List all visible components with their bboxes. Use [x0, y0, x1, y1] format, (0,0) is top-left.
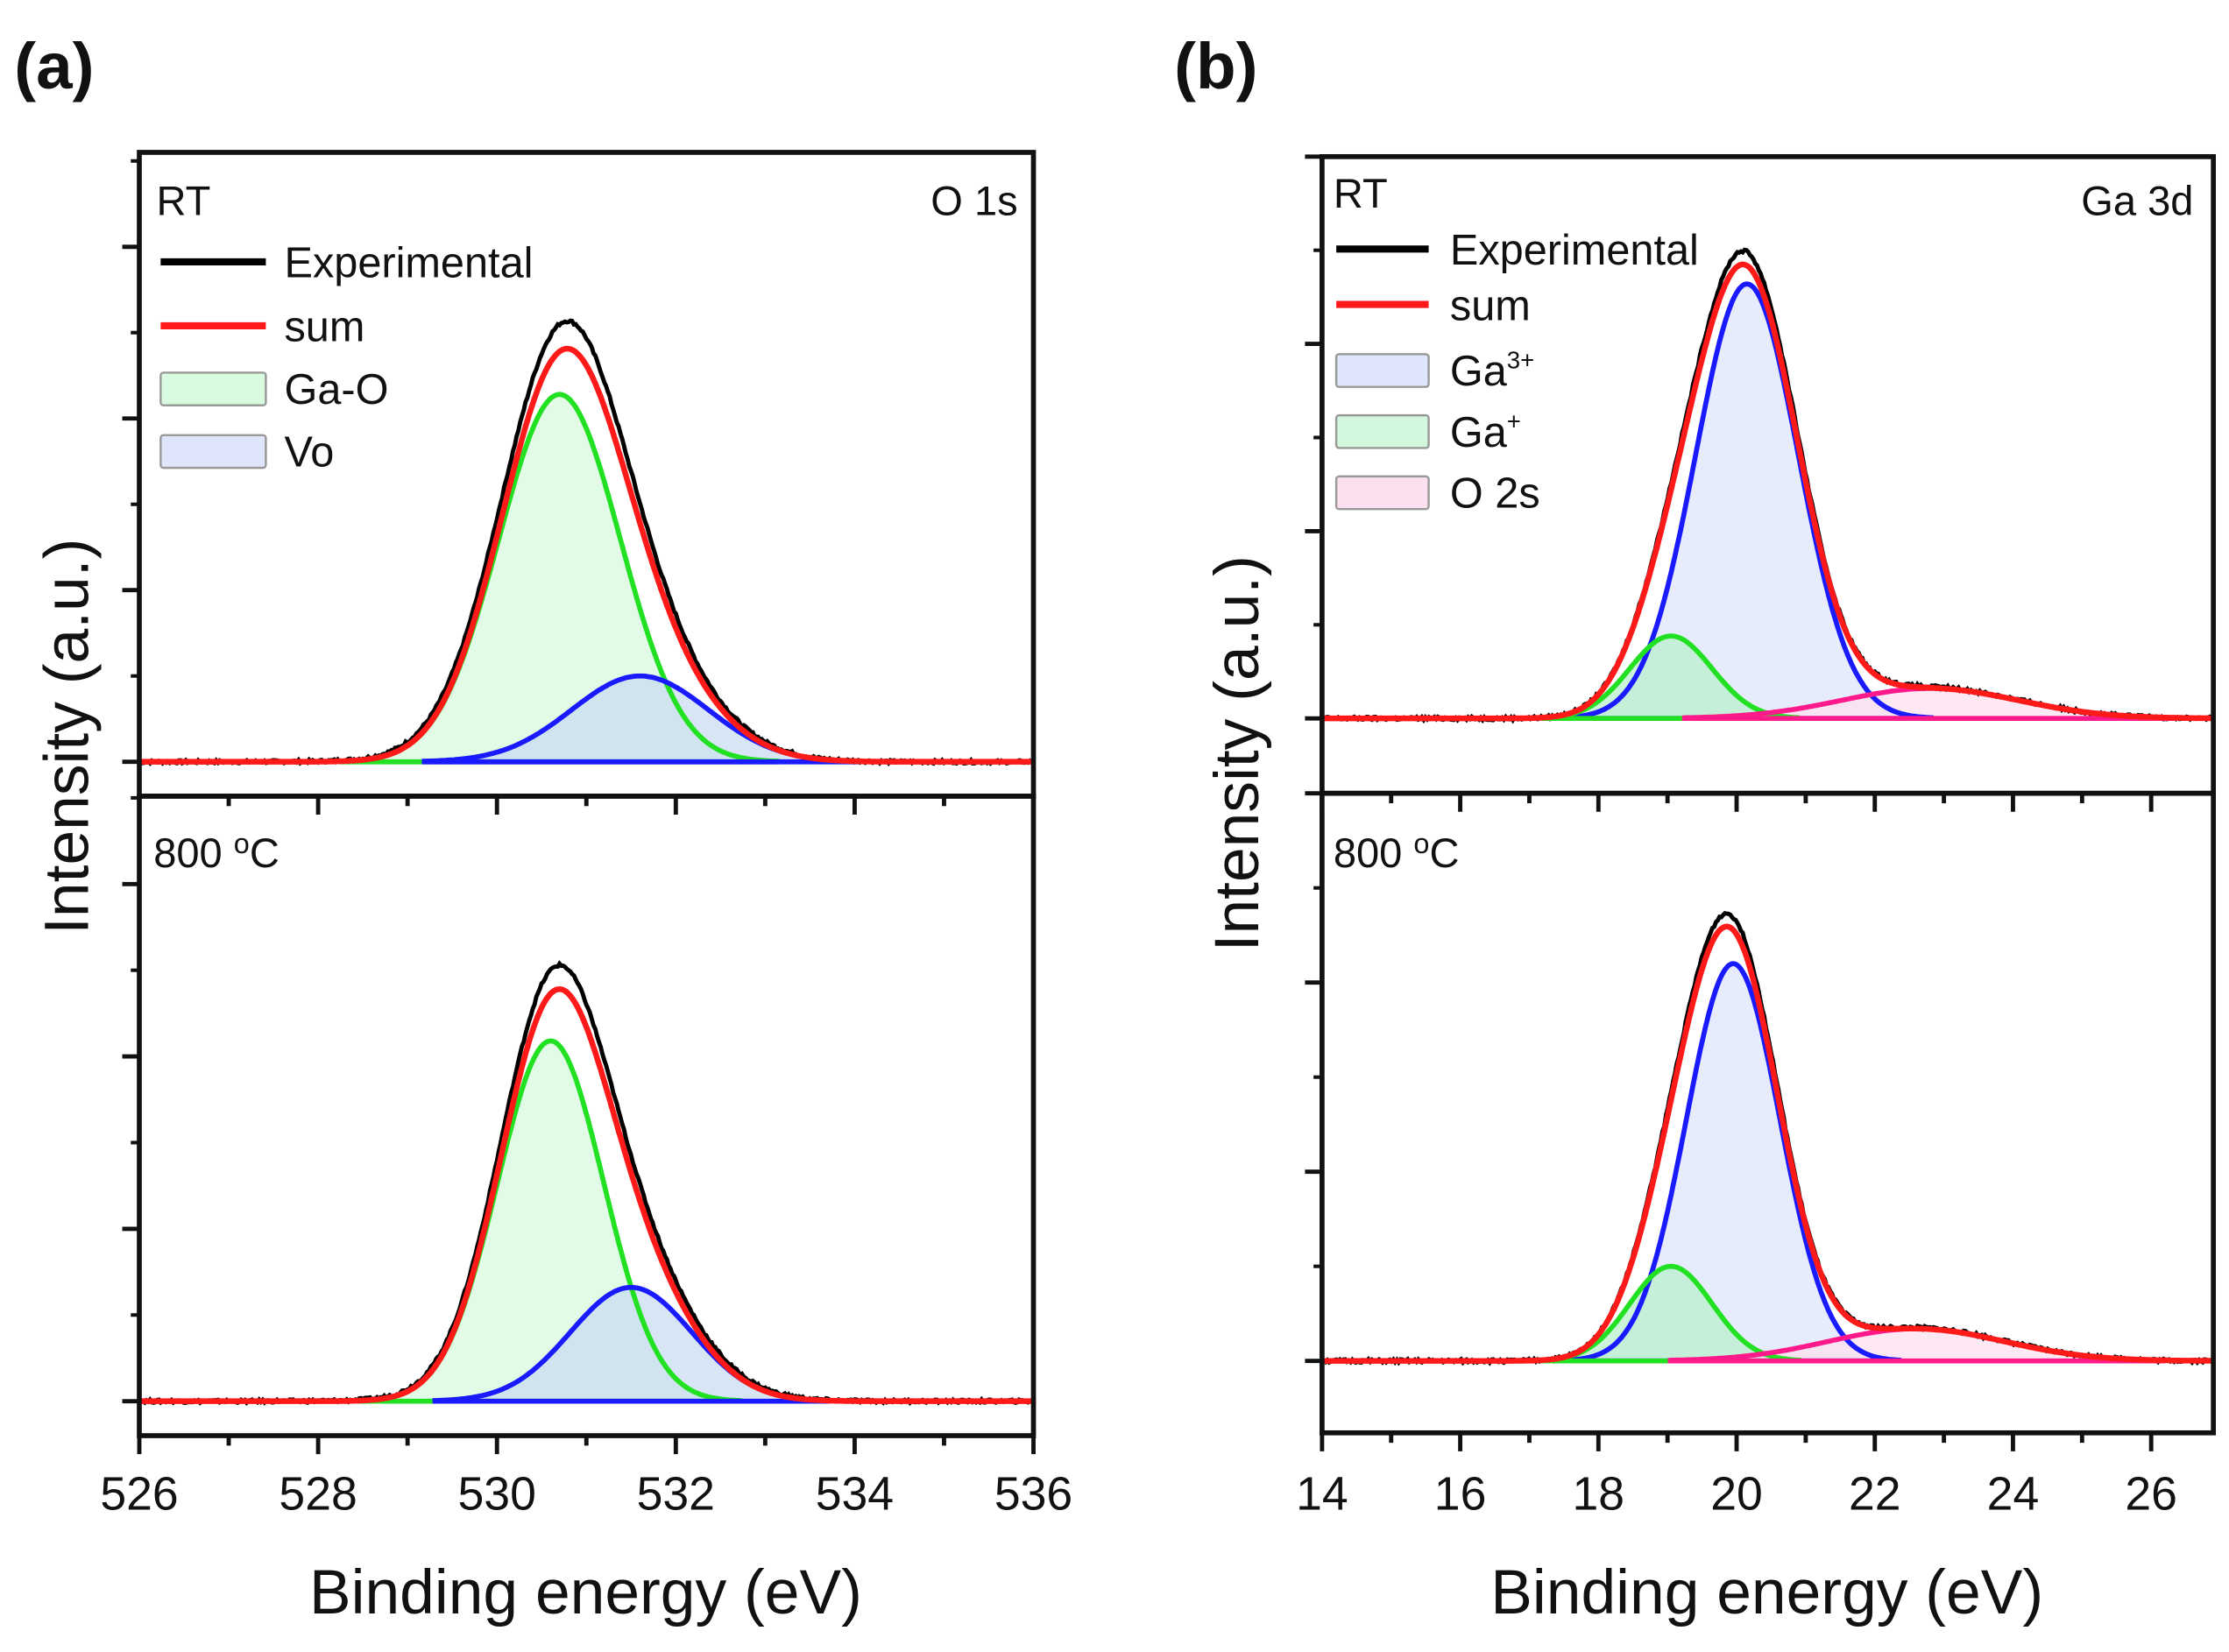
- component-fill-O2s: [1681, 688, 2178, 719]
- x-axis-label: Binding energy (eV): [309, 1557, 862, 1627]
- plot-frame: [1320, 790, 2216, 1436]
- legend-sup: 3+: [1507, 347, 1534, 374]
- legend-sup: +: [1507, 407, 1521, 434]
- legend-entry: Experimental: [284, 240, 533, 287]
- condition-text: RT: [1334, 170, 1388, 216]
- x-tick-label: 536: [994, 1468, 1072, 1520]
- subplot-RT: RT: [1305, 153, 2216, 812]
- x-tick-label: 16: [1434, 1468, 1487, 1520]
- core-level-label: O 1s: [931, 177, 1017, 223]
- legend-box-swatch: [159, 434, 267, 469]
- legend-entry: Ga3+: [1450, 347, 1534, 395]
- y-axis-label: Intensity (a.u.): [1202, 555, 1272, 951]
- panel-label: (a): [14, 29, 94, 102]
- legend-entry: Ga-O: [284, 366, 388, 413]
- sum-line: [1321, 261, 2214, 722]
- x-tick-label: 530: [458, 1468, 536, 1520]
- legend-box-swatch: [1334, 413, 1430, 449]
- condition-text: RT: [156, 177, 210, 223]
- sum-line: [1321, 923, 2214, 1364]
- x-tick-label: 532: [637, 1468, 715, 1520]
- legend-label: sum: [1450, 282, 1531, 329]
- component-fill-GaO: [339, 394, 780, 762]
- panel-a: (a) Intensity (a.u.) Binding energy (eV) RT…: [14, 29, 1072, 1627]
- x-tick-label: 26: [2125, 1468, 2177, 1520]
- condition-label: 800 oC: [153, 828, 280, 876]
- condition-label: RT: [1334, 170, 1388, 216]
- component-fill-Ga3: [1564, 964, 1902, 1361]
- sum-line: [139, 986, 1034, 1404]
- x-tick-label: 14: [1296, 1468, 1348, 1520]
- x-tick-label: 18: [1573, 1468, 1625, 1520]
- x-axis-label: Binding energy (eV): [1490, 1557, 2043, 1627]
- x-tick-label: 534: [816, 1468, 894, 1520]
- legend-entry: Vo: [284, 429, 334, 477]
- x-tick-label: 526: [100, 1468, 178, 1520]
- panel-label: (b): [1174, 29, 1257, 102]
- legend-entry: O 2s: [1450, 470, 1540, 518]
- legend-label: Vo: [284, 429, 334, 477]
- x-tick-label: 20: [1710, 1468, 1763, 1520]
- legend-box-swatch: [159, 371, 267, 406]
- condition-unit: C: [250, 830, 280, 876]
- degree-sup: o: [1413, 828, 1429, 859]
- condition-label: 800 oC: [1334, 828, 1460, 876]
- legend-label: sum: [284, 304, 364, 351]
- legend: Experimental sum Ga-O Vo: [159, 240, 533, 477]
- x-tick-label: 24: [1987, 1468, 2040, 1520]
- x-tick-label: 22: [1849, 1468, 1901, 1520]
- panel-b: (b) Intensity (a.u.) Binding energy (eV) RT…: [1174, 29, 2216, 1627]
- legend-label: Ga: [1450, 348, 1508, 395]
- legend-entry: Experimental: [1450, 227, 1699, 274]
- subplot-RT: RT: [122, 150, 1037, 815]
- legend-entry: sum: [1450, 282, 1531, 329]
- legend-entry: Ga+: [1450, 407, 1521, 455]
- legend-label: Ga-O: [284, 366, 388, 413]
- component-fill-Ga3: [1560, 284, 1934, 719]
- legend-box-swatch: [1334, 353, 1430, 388]
- sum-line: [139, 345, 1034, 765]
- condition-unit: C: [1429, 830, 1459, 876]
- legend-label: Experimental: [284, 240, 533, 287]
- subplot-800C: 800 oC: [1305, 790, 2216, 1451]
- legend-label: O 2s: [1450, 470, 1540, 518]
- legend-label: Experimental: [1450, 227, 1699, 274]
- x-tick-label: 528: [279, 1468, 357, 1520]
- condition-label: RT: [156, 177, 210, 223]
- condition-text: 800: [153, 830, 234, 876]
- component-fill-O2s: [1667, 1329, 2166, 1361]
- component-fill-GaO: [358, 1041, 742, 1401]
- legend-box-swatch: [1334, 475, 1430, 511]
- y-axis-label: Intensity (a.u.): [32, 539, 103, 935]
- subplot-800C: 800 oC: [122, 794, 1037, 1455]
- core-level-label: Ga 3d: [2081, 177, 2193, 223]
- legend-label: Ga: [1450, 409, 1508, 456]
- degree-sup: o: [234, 828, 250, 859]
- condition-text: 800: [1334, 830, 1414, 876]
- legend-entry: sum: [284, 304, 364, 351]
